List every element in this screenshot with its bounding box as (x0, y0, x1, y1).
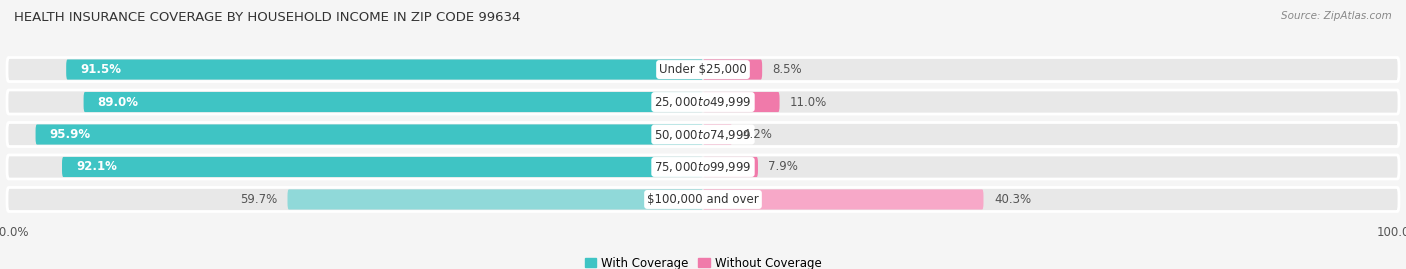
FancyBboxPatch shape (287, 189, 703, 210)
Text: 91.5%: 91.5% (80, 63, 121, 76)
FancyBboxPatch shape (35, 125, 703, 144)
Text: $75,000 to $99,999: $75,000 to $99,999 (654, 160, 752, 174)
FancyBboxPatch shape (83, 92, 703, 112)
Text: Under $25,000: Under $25,000 (659, 63, 747, 76)
Text: 7.9%: 7.9% (769, 161, 799, 174)
FancyBboxPatch shape (7, 58, 1399, 82)
Text: 92.1%: 92.1% (76, 161, 117, 174)
FancyBboxPatch shape (7, 122, 1399, 147)
Text: 40.3%: 40.3% (994, 193, 1031, 206)
Text: 8.5%: 8.5% (773, 63, 803, 76)
Text: $100,000 and over: $100,000 and over (647, 193, 759, 206)
Text: HEALTH INSURANCE COVERAGE BY HOUSEHOLD INCOME IN ZIP CODE 99634: HEALTH INSURANCE COVERAGE BY HOUSEHOLD I… (14, 11, 520, 24)
Text: 95.9%: 95.9% (49, 128, 90, 141)
Text: 4.2%: 4.2% (742, 128, 772, 141)
Text: Source: ZipAtlas.com: Source: ZipAtlas.com (1281, 11, 1392, 21)
FancyBboxPatch shape (703, 125, 733, 144)
Legend: With Coverage, Without Coverage: With Coverage, Without Coverage (585, 257, 821, 269)
FancyBboxPatch shape (7, 90, 1399, 114)
FancyBboxPatch shape (7, 187, 1399, 211)
Text: $50,000 to $74,999: $50,000 to $74,999 (654, 128, 752, 141)
FancyBboxPatch shape (703, 189, 983, 210)
FancyBboxPatch shape (66, 59, 703, 80)
Text: 11.0%: 11.0% (790, 95, 827, 108)
FancyBboxPatch shape (703, 157, 758, 177)
Text: $25,000 to $49,999: $25,000 to $49,999 (654, 95, 752, 109)
FancyBboxPatch shape (703, 92, 779, 112)
FancyBboxPatch shape (62, 157, 703, 177)
Text: 59.7%: 59.7% (240, 193, 277, 206)
Text: 89.0%: 89.0% (97, 95, 139, 108)
FancyBboxPatch shape (703, 59, 762, 80)
FancyBboxPatch shape (7, 155, 1399, 179)
